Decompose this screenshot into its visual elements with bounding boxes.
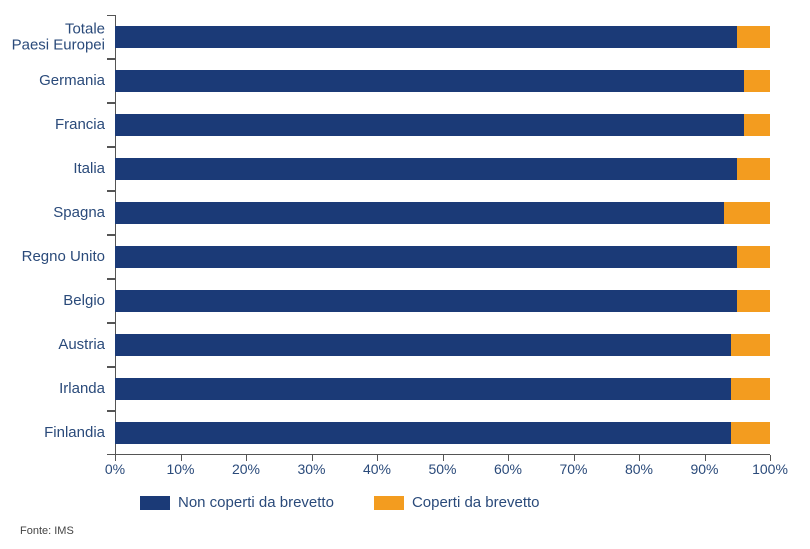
chart-row: Spagna <box>115 191 770 235</box>
x-tick-label: 0% <box>105 461 125 477</box>
y-tick <box>107 323 115 324</box>
bar-segment-non_coperti <box>115 70 744 93</box>
bar-segment-coperti <box>731 334 770 357</box>
category-label: Finlandia <box>44 425 115 441</box>
y-tick <box>107 411 115 412</box>
x-tick-label: 90% <box>690 461 718 477</box>
y-tick <box>107 191 115 192</box>
bar-segment-coperti <box>744 70 770 93</box>
bar-segment-non_coperti <box>115 334 731 357</box>
category-label: Regno Unito <box>22 249 115 265</box>
legend-item: Non coperti da brevetto <box>140 494 334 511</box>
x-tick-label: 20% <box>232 461 260 477</box>
bar-segment-coperti <box>737 246 770 269</box>
bar-segment-non_coperti <box>115 422 731 445</box>
chart-row: Belgio <box>115 279 770 323</box>
x-tick-label: 60% <box>494 461 522 477</box>
chart-row: Francia <box>115 103 770 147</box>
x-tick-labels: 0%10%20%30%40%50%60%70%80%90%100% <box>115 461 770 481</box>
bar <box>115 26 770 49</box>
bar <box>115 158 770 181</box>
x-tick-label: 40% <box>363 461 391 477</box>
chart-row: Finlandia <box>115 411 770 455</box>
source-label: Fonte: IMS <box>20 525 74 537</box>
x-tick-label: 80% <box>625 461 653 477</box>
bar <box>115 378 770 401</box>
category-label: Germania <box>39 73 115 89</box>
bar-segment-coperti <box>737 290 770 313</box>
x-tick-label: 100% <box>752 461 788 477</box>
x-tick-label: 70% <box>559 461 587 477</box>
chart-row: Irlanda <box>115 367 770 411</box>
legend-label: Non coperti da brevetto <box>178 494 334 511</box>
category-label: Irlanda <box>59 381 115 397</box>
bar <box>115 422 770 445</box>
category-label: TotalePaesi Europei <box>0 21 115 53</box>
y-tick <box>107 147 115 148</box>
x-tick-label: 30% <box>297 461 325 477</box>
y-tick <box>107 367 115 368</box>
y-tick <box>107 103 115 104</box>
bar-segment-non_coperti <box>115 378 731 401</box>
bar <box>115 290 770 313</box>
bar-segment-non_coperti <box>115 290 737 313</box>
chart-row: Austria <box>115 323 770 367</box>
legend-label: Coperti da brevetto <box>412 494 540 511</box>
bar-segment-non_coperti <box>115 114 744 137</box>
legend-item: Coperti da brevetto <box>374 494 540 511</box>
bar <box>115 114 770 137</box>
chart-row: TotalePaesi Europei <box>115 15 770 59</box>
y-tick <box>107 279 115 280</box>
y-tick <box>107 454 115 455</box>
bar-segment-non_coperti <box>115 246 737 269</box>
bar-segment-coperti <box>731 378 770 401</box>
y-tick <box>107 59 115 60</box>
bar-segment-non_coperti <box>115 26 737 49</box>
category-label: Francia <box>55 117 115 133</box>
chart-container: TotalePaesi EuropeiGermaniaFranciaItalia… <box>0 0 810 549</box>
chart-row: Germania <box>115 59 770 103</box>
bar <box>115 202 770 225</box>
category-label: Italia <box>73 161 115 177</box>
bar <box>115 246 770 269</box>
legend: Non coperti da brevetto Coperti da brevet… <box>140 494 540 511</box>
x-tick-label: 50% <box>428 461 456 477</box>
bar-segment-non_coperti <box>115 202 724 225</box>
y-tick <box>107 235 115 236</box>
chart-row: Regno Unito <box>115 235 770 279</box>
category-label: Austria <box>58 337 115 353</box>
plot-area: TotalePaesi EuropeiGermaniaFranciaItalia… <box>115 15 770 455</box>
bar <box>115 70 770 93</box>
legend-swatch <box>374 496 404 510</box>
legend-swatch <box>140 496 170 510</box>
chart-rows: TotalePaesi EuropeiGermaniaFranciaItalia… <box>115 15 770 455</box>
bar-segment-non_coperti <box>115 158 737 181</box>
x-tick-label: 10% <box>166 461 194 477</box>
chart-row: Italia <box>115 147 770 191</box>
category-label: Spagna <box>53 205 115 221</box>
bar-segment-coperti <box>744 114 770 137</box>
category-label: Belgio <box>63 293 115 309</box>
bar <box>115 334 770 357</box>
bar-segment-coperti <box>737 158 770 181</box>
bar-segment-coperti <box>731 422 770 445</box>
bar-segment-coperti <box>724 202 770 225</box>
y-tick <box>107 15 115 16</box>
bar-segment-coperti <box>737 26 770 49</box>
